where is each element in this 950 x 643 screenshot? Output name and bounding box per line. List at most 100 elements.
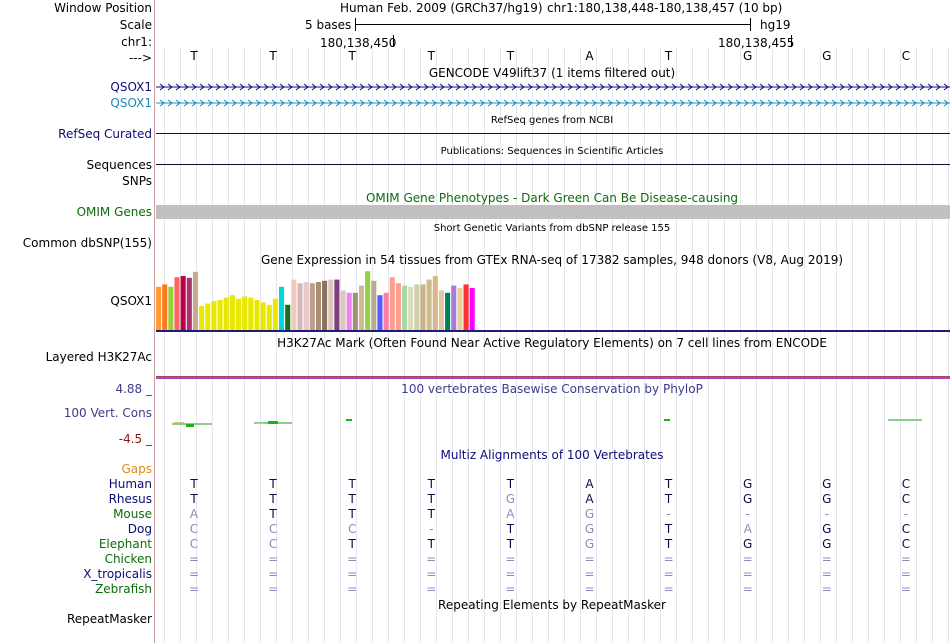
gencode-item1-feature[interactable] [156, 82, 950, 92]
strand-chevron [631, 83, 637, 91]
omim-feature-bar[interactable] [156, 205, 950, 219]
multiz-base: = [347, 552, 358, 566]
grid-line [420, 48, 421, 643]
strand-chevron [183, 83, 189, 91]
strand-chevron [591, 99, 597, 107]
publications-feature-line[interactable] [156, 164, 950, 165]
gencode-item1-chevrons [159, 83, 949, 91]
dbsnp-track-title[interactable]: Short Genetic Variants from dbSNP releas… [433, 223, 671, 234]
strand-arrow-label[interactable]: ---> [128, 51, 152, 65]
multiz-species-label[interactable]: Dog [127, 522, 152, 536]
multiz-base: T [506, 477, 515, 491]
strand-chevron [695, 83, 701, 91]
gtex-tissue-bar [260, 302, 266, 330]
chrom-label[interactable]: chr1: [121, 35, 152, 49]
multiz-species-label[interactable]: Chicken [104, 552, 152, 566]
multiz-base: = [742, 567, 753, 581]
strand-chevron [207, 83, 213, 91]
strand-chevron [527, 99, 533, 107]
omim-label[interactable]: OMIM Genes [76, 205, 152, 219]
multiz-species-label[interactable]: Zebrafish [95, 582, 152, 596]
strand-chevron [639, 83, 645, 91]
grid-line [740, 48, 741, 643]
multiz-base: T [506, 537, 515, 551]
grid-line [516, 48, 517, 643]
strand-chevron [391, 83, 397, 91]
ruler-base: T [190, 49, 198, 63]
ruler-base: A [585, 49, 594, 63]
strand-chevron [599, 83, 605, 91]
h3k27ac-label[interactable]: Layered H3K27Ac [45, 350, 152, 364]
gencode-item1-label[interactable]: QSOX1 [110, 80, 152, 94]
refseq-feature-line[interactable] [156, 133, 950, 134]
strand-chevron [487, 83, 493, 91]
strand-chevron [647, 99, 653, 107]
multiz-base: G [584, 537, 595, 551]
h3k27ac-signal-baseline[interactable] [156, 376, 950, 379]
multiz-base: - [666, 507, 671, 521]
scale-label[interactable]: Scale [119, 18, 152, 32]
gtex-tissue-bar [285, 304, 291, 330]
gencode-item2-label[interactable]: QSOX1 [110, 96, 152, 110]
grid-line [916, 48, 917, 643]
cons-label[interactable]: 100 Vert. Cons [63, 406, 152, 420]
dbsnp-label[interactable]: Common dbSNP(155) [22, 236, 152, 250]
multiz-species-label[interactable]: Elephant [98, 537, 152, 551]
repeatmasker-label[interactable]: RepeatMasker [66, 612, 152, 626]
cons-signal[interactable] [156, 412, 950, 432]
multiz-track-title[interactable]: Multiz Alignments of 100 Vertebrates [440, 448, 664, 462]
multiz-base: - [903, 507, 909, 521]
multiz-species-label[interactable]: Human [108, 477, 152, 491]
ruler-base: C [901, 49, 911, 63]
multiz-species-label[interactable]: Rhesus [108, 492, 152, 506]
gencode-track-title[interactable]: GENCODE V49lift37 (1 items filtered out) [428, 66, 676, 80]
strand-chevron [519, 99, 525, 107]
cons-bar-3 [346, 419, 352, 421]
grid-line [356, 48, 357, 643]
repeatmasker-track-title[interactable]: Repeating Elements by RepeatMasker [438, 598, 666, 612]
grid-line [244, 48, 245, 643]
snps-label[interactable]: SNPs [122, 174, 152, 188]
multiz-species-label[interactable]: Mouse [113, 507, 152, 521]
scale-bar-right-end [750, 18, 751, 31]
window-position-label[interactable]: Window Position [54, 1, 152, 15]
gtex-track-title[interactable]: Gene Expression in 54 tissues from GTEx … [260, 253, 844, 267]
cons-track-title[interactable]: 100 vertebrates Basewise Conservation by… [401, 382, 703, 396]
multiz-species-label[interactable]: X_tropicalis [83, 567, 152, 581]
multiz-base: A [743, 522, 752, 536]
gtex-tissue-bar [254, 300, 260, 330]
strand-chevron [567, 99, 573, 107]
gtex-tissue-bar [420, 284, 426, 330]
refseq-label[interactable]: RefSeq Curated [58, 127, 152, 141]
cons-bar-2 [254, 421, 292, 424]
gtex-label[interactable]: QSOX1 [110, 294, 152, 308]
multiz-base: T [427, 492, 435, 506]
strand-chevron [463, 99, 469, 107]
position-text[interactable]: chr1:180,138,448-180,138,457 (10 bp) [547, 1, 783, 15]
publications-track-title[interactable]: Publications: Sequences in Scientific Ar… [440, 146, 664, 157]
omim-track-title[interactable]: OMIM Gene Phenotypes - Dark Green Can Be… [365, 191, 739, 205]
strand-chevron [903, 99, 909, 107]
strand-chevron [423, 83, 429, 91]
grid-line [468, 48, 469, 643]
multiz-base: = [505, 552, 516, 566]
strand-chevron [815, 83, 821, 91]
multiz-base: T [348, 492, 356, 506]
multiz-base: T [664, 522, 673, 536]
gencode-item2-feature[interactable] [156, 98, 950, 108]
strand-chevron [279, 83, 285, 91]
strand-chevron [487, 99, 493, 107]
strand-chevron [551, 99, 557, 107]
multiz-base: - [824, 507, 829, 521]
multiz-base: T [190, 477, 198, 491]
multiz-base: = [188, 582, 200, 596]
publications-label[interactable]: Sequences [86, 158, 152, 172]
strand-chevron [159, 83, 165, 91]
gtex-tissue-bar [162, 284, 168, 330]
refseq-track-title[interactable]: RefSeq genes from NCBI [490, 115, 614, 126]
h3k27ac-track-title[interactable]: H3K27Ac Mark (Often Found Near Active Re… [277, 336, 827, 350]
multiz-base: = [900, 582, 911, 596]
strand-chevron [247, 99, 253, 107]
gtex-expression-chart[interactable] [156, 268, 950, 332]
grid-line [676, 48, 677, 643]
